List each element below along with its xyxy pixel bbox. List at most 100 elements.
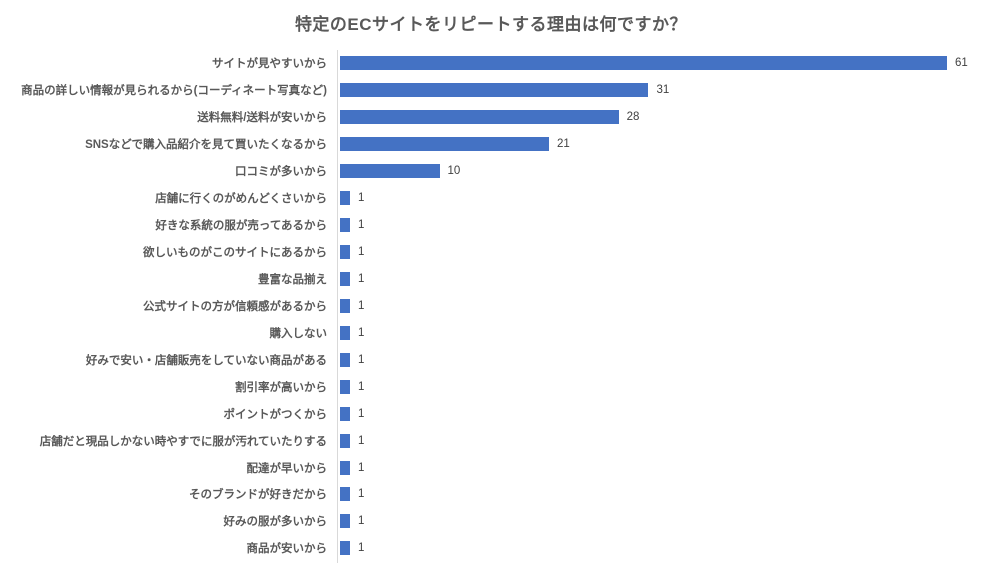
chart-row: 割引率が高いから 1 <box>0 373 982 400</box>
data-label: 31 <box>656 84 670 97</box>
chart-row: 口コミが多いから 10 <box>0 158 982 185</box>
bar <box>340 298 350 313</box>
category-label: 商品が安いから <box>246 543 328 556</box>
category-label: 好みの服が多いから <box>223 516 328 529</box>
category-label: 好みで安い・店舗販売をしていない商品がある <box>85 354 327 367</box>
y-axis-line <box>337 50 338 563</box>
bar-area: 31 <box>338 83 982 98</box>
bar-area: 10 <box>338 164 982 179</box>
chart-row: 配達が早いから 1 <box>0 454 982 481</box>
category-label: SNSなどで購入品紹介を見て買いたくなるから <box>85 139 327 152</box>
data-label: 1 <box>357 326 365 339</box>
bar-area: 1 <box>338 460 982 475</box>
data-label: 1 <box>357 434 365 447</box>
chart-row: 店舗に行くのがめんどくさいから 1 <box>0 185 982 212</box>
bar-area: 1 <box>338 218 982 233</box>
chart-row: 店舗だと現品しかない時やすでに服が汚れていたりする 1 <box>0 427 982 454</box>
chart-row: 商品の詳しい情報が見られるから(コーディネート写真など) 31 <box>0 77 982 104</box>
bar-area: 1 <box>338 406 982 421</box>
chart-rows: サイトが見やすいから 61 商品の詳しい情報が見られるから(コーディネート写真など)… <box>0 50 982 562</box>
chart-row: SNSなどで購入品紹介を見て買いたくなるから 21 <box>0 131 982 158</box>
bar-area: 1 <box>338 298 982 313</box>
category-label: ポイントがつくから <box>223 408 328 421</box>
bar <box>340 137 549 152</box>
bar <box>340 218 350 233</box>
chart-row: そのブランドが好きだから 1 <box>0 481 982 508</box>
category-label: 商品の詳しい情報が見られるから(コーディネート写真など) <box>21 85 327 98</box>
bar <box>340 191 350 206</box>
category-label: 配達が早いから <box>246 462 328 475</box>
chart-row: 好みで安い・店舗販売をしていない商品がある 1 <box>0 346 982 373</box>
bar-area: 1 <box>338 245 982 260</box>
chart-row: サイトが見やすいから 61 <box>0 50 982 77</box>
chart-row: 好みの服が多いから 1 <box>0 508 982 535</box>
category-label: 送料無料/送料が安いから <box>197 112 327 125</box>
bar <box>340 56 947 71</box>
chart-row: 商品が安いから 1 <box>0 535 982 562</box>
data-label: 1 <box>357 488 365 501</box>
data-label: 1 <box>357 353 365 366</box>
plot-area: サイトが見やすいから 61 商品の詳しい情報が見られるから(コーディネート写真など)… <box>0 50 982 563</box>
bar-area: 1 <box>338 191 982 206</box>
category-label: 割引率が高いから <box>235 381 327 394</box>
bar <box>340 514 350 529</box>
category-label: 店舗に行くのがめんどくさいから <box>155 193 327 206</box>
chart-title: 特定のECサイトをリピートする理由は何ですか？ <box>294 15 688 34</box>
data-label: 1 <box>357 461 365 474</box>
bar <box>340 245 350 260</box>
bar <box>340 406 350 421</box>
bar-area: 28 <box>338 110 982 125</box>
bar <box>340 487 350 502</box>
chart-row: 購入しない 1 <box>0 319 982 346</box>
category-label: 購入しない <box>269 327 328 340</box>
data-label: 1 <box>357 407 365 420</box>
data-label: 61 <box>954 57 968 70</box>
category-label: 公式サイトの方が信頼感があるから <box>143 300 327 313</box>
category-label: サイトが見やすいから <box>212 58 327 71</box>
category-label: 豊富な品揃え <box>258 273 327 286</box>
data-label: 1 <box>357 515 365 528</box>
category-label: そのブランドが好きだから <box>189 489 327 502</box>
chart-row: 欲しいものがこのサイトにあるから 1 <box>0 239 982 266</box>
bar-area: 1 <box>338 433 982 448</box>
bar-area: 1 <box>338 379 982 394</box>
chart-row: 豊富な品揃え 1 <box>0 266 982 293</box>
bar-area: 1 <box>338 271 982 286</box>
bar <box>340 352 350 367</box>
chart-row: ポイントがつくから 1 <box>0 400 982 427</box>
data-label: 10 <box>447 165 461 178</box>
bar <box>340 83 649 98</box>
data-label: 1 <box>357 192 365 205</box>
data-label: 21 <box>556 138 570 151</box>
data-label: 1 <box>357 272 365 285</box>
data-label: 1 <box>357 542 365 555</box>
bar-area: 1 <box>338 541 982 556</box>
data-label: 1 <box>357 219 365 232</box>
category-label: 店舗だと現品しかない時やすでに服が汚れていたりする <box>39 435 327 448</box>
chart-row: 公式サイトの方が信頼感があるから 1 <box>0 292 982 319</box>
category-label: 口コミが多いから <box>235 166 327 179</box>
bar <box>340 325 350 340</box>
bar <box>340 433 350 448</box>
data-label: 28 <box>626 111 640 124</box>
bar-area: 1 <box>338 514 982 529</box>
bar-area: 1 <box>338 487 982 502</box>
category-label: 好きな系統の服が売ってあるから <box>155 220 327 233</box>
bar-area: 61 <box>338 56 982 71</box>
chart-row: 送料無料/送料が安いから 28 <box>0 104 982 131</box>
bar <box>340 110 619 125</box>
chart-row: 好きな系統の服が売ってあるから 1 <box>0 212 982 239</box>
bar <box>340 379 350 394</box>
bar <box>340 541 350 556</box>
data-label: 1 <box>357 246 365 259</box>
bar-area: 1 <box>338 325 982 340</box>
bar <box>340 164 440 179</box>
bar-area: 1 <box>338 352 982 367</box>
bar <box>340 271 350 286</box>
category-label: 欲しいものがこのサイトにあるから <box>143 247 327 260</box>
bar <box>340 460 350 475</box>
data-label: 1 <box>357 299 365 312</box>
data-label: 1 <box>357 380 365 393</box>
bar-area: 21 <box>338 137 982 152</box>
